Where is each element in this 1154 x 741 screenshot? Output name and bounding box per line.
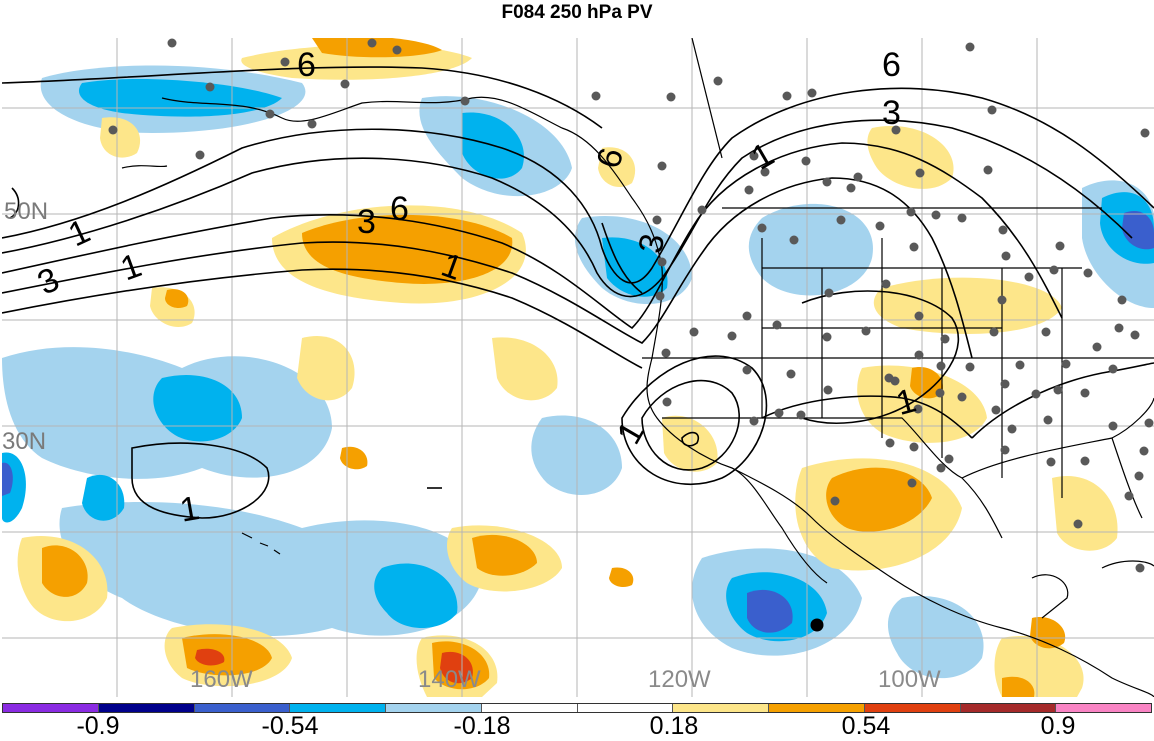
colorbar-tick-label: -0.54: [261, 712, 319, 740]
contour-label: 6: [390, 190, 409, 228]
lon-label-100w: 100W: [878, 666, 941, 693]
lat-label-50n: 50N: [4, 198, 49, 225]
colorbar-swatch: [193, 704, 290, 712]
lon-label-160w: 160W: [190, 666, 253, 693]
map-canvas: 6 6 6 6 3 3 3 3 1 1 1 1 1 1 1: [2, 38, 1154, 697]
colorbar-swatch: [768, 704, 864, 712]
colorbar-tick-label: 0.54: [841, 712, 891, 740]
contour-label: 6: [882, 46, 901, 84]
contour-label: 6: [297, 46, 316, 84]
contour-label: 3: [357, 203, 376, 241]
contour-label: 1: [63, 212, 96, 254]
highlight-marker: [810, 618, 824, 632]
colorbar-swatch: [576, 704, 673, 712]
colorbar: [2, 703, 1152, 713]
colorbar-swatch: [863, 704, 960, 712]
colorbar-swatch: [3, 704, 98, 712]
colorbar-tick-label: 0.9: [1040, 712, 1076, 740]
contour-label: 1: [116, 246, 147, 288]
lat-label-30n: 30N: [2, 428, 47, 455]
colorbar-labels: -0.9 -0.54 -0.18 0.18 0.54 0.9: [0, 712, 1154, 740]
colorbar-tick-label: 0.18: [649, 712, 699, 740]
colorbar-swatch: [289, 704, 385, 712]
lon-label-140w: 140W: [418, 666, 481, 693]
pv-map: 6 6 6 6 3 3 3 3 1 1 1 1 1 1 1 50N 30N 16…: [2, 38, 1154, 697]
station-markers: [108, 38, 1154, 573]
lon-label-120w: 120W: [648, 666, 711, 693]
colorbar-tick-label: -0.18: [453, 712, 511, 740]
contour-label: 3: [882, 94, 901, 132]
pv-contours: [2, 66, 1154, 519]
graticule: [2, 38, 1154, 697]
colorbar-swatch: [385, 704, 481, 712]
colorbar-swatch: [672, 704, 768, 712]
coastlines: [121, 38, 1154, 697]
colorbar-swatch: [1055, 704, 1151, 712]
pv-shading: [2, 38, 1154, 697]
map-title: F084 250 hPa PV: [501, 2, 653, 23]
colorbar-swatch: [480, 704, 577, 712]
colorbar-tick-label: -0.9: [76, 712, 120, 740]
colorbar-swatch: [959, 704, 1056, 712]
colorbar-swatch: [97, 704, 194, 712]
